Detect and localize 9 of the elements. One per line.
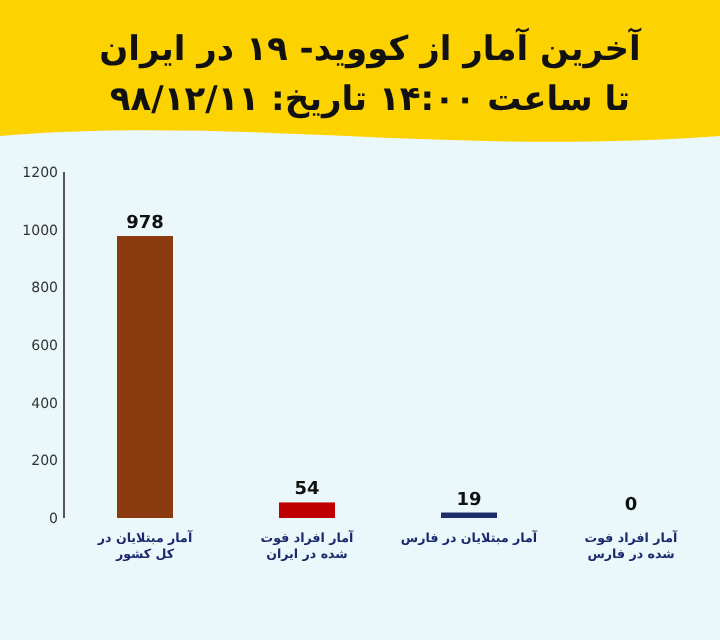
bar [279,502,335,518]
data-label: 978 [126,214,164,235]
bar [117,236,173,518]
bar [441,512,497,518]
data-label: 19 [456,490,482,511]
data-label: 54 [294,480,320,501]
chart-subtitle: تا ساعت ۱۴:۰۰ تاریخ: ۹۸/۱۲/۱۱ [109,80,631,120]
chart-title: آخرین آمار از کووید- ۱۹ در ایران [99,26,644,70]
data-label: 0 [624,496,638,516]
